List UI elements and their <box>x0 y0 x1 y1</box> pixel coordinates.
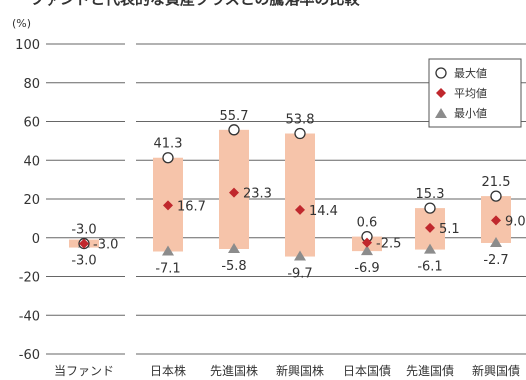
min-value-label: -7.1 <box>155 262 180 277</box>
min-value-label: -2.7 <box>483 253 508 268</box>
max-marker <box>228 124 240 136</box>
max-value-label: -3.0 <box>71 223 96 238</box>
category-label: 当ファンド <box>54 364 114 378</box>
max-marker <box>162 152 174 164</box>
avg-value-label: 16.7 <box>177 199 206 214</box>
min-value-label: -6.1 <box>417 260 442 275</box>
data-labels: -3.0-3.0-3.041.316.7-7.155.723.3-5.853.8… <box>71 109 525 282</box>
category-label: 先進国債 <box>406 363 454 378</box>
avg-marker <box>425 222 435 233</box>
legend-avg-label: 平均値 <box>454 87 487 100</box>
legend-max-label: 最大値 <box>454 66 487 80</box>
min-marker <box>294 250 306 261</box>
chart-title: ファンドと代表的な資産クラスとの騰落率の比較 <box>30 0 361 8</box>
min-marker <box>162 245 174 256</box>
legend-min-label: 最小値 <box>454 107 487 120</box>
range-bars <box>69 124 511 261</box>
avg-marker <box>163 200 173 211</box>
max-value-label: 55.7 <box>220 109 249 124</box>
min-value-label: -5.8 <box>221 259 246 274</box>
category-label: 先進国株 <box>210 363 258 378</box>
max-value-label: 15.3 <box>416 187 445 202</box>
category-label: 新興国債 <box>472 363 520 378</box>
min-value-label: -9.7 <box>287 267 312 282</box>
avg-value-label: 23.3 <box>243 187 272 202</box>
y-tick-label: 40 <box>23 154 40 169</box>
min-marker <box>361 245 373 256</box>
avg-value-label: -2.5 <box>376 237 401 252</box>
max-value-label: 0.6 <box>357 216 378 231</box>
y-axis-ticks: 100 80 60 40 20 0 -20 -40 -60 <box>15 38 40 363</box>
y-tick-label: 100 <box>15 38 40 53</box>
avg-marker <box>362 237 372 248</box>
avg-marker <box>295 204 305 215</box>
max-marker <box>294 127 306 140</box>
avg-marker <box>491 215 501 226</box>
y-tick-label: -20 <box>19 271 40 286</box>
category-labels: 当ファンド 日本株 先進国株 新興国株 日本国債 先進国債 新興国債 <box>54 363 520 378</box>
max-marker <box>424 202 436 214</box>
avg-marker <box>79 238 89 249</box>
y-tick-label: 60 <box>23 116 40 131</box>
legend-avg-marker <box>436 88 446 98</box>
max-marker <box>490 190 502 202</box>
avg-value-label: 14.4 <box>309 204 338 219</box>
min-value-label: -3.0 <box>71 254 96 269</box>
category-label: 日本株 <box>150 363 186 378</box>
y-tick-label: 80 <box>23 77 40 92</box>
avg-marker <box>229 187 239 198</box>
y-tick-label: 0 <box>32 232 40 247</box>
avg-value-label: -3.0 <box>93 238 118 253</box>
y-tick-label: 20 <box>23 193 40 208</box>
legend: 最大値 平均値 最小値 <box>428 58 522 128</box>
category-label: 日本国債 <box>343 363 391 378</box>
max-value-label: 53.8 <box>286 113 315 128</box>
min-marker <box>228 242 240 253</box>
y-tick-label: -60 <box>19 348 40 363</box>
category-label: 新興国株 <box>276 363 324 378</box>
min-marker <box>424 243 436 254</box>
legend-min-marker <box>435 108 447 118</box>
max-value-label: 21.5 <box>482 175 511 190</box>
max-value-label: 41.3 <box>154 137 183 152</box>
min-value-label: -6.9 <box>354 261 379 276</box>
min-marker <box>490 236 502 247</box>
avg-value-label: 9.0 <box>505 214 526 229</box>
legend-max-marker <box>435 67 447 79</box>
range-bar <box>285 133 315 257</box>
y-axis-unit: (%) <box>12 17 31 30</box>
avg-value-label: 5.1 <box>439 222 460 237</box>
gridlines <box>46 43 526 355</box>
y-tick-label: -40 <box>19 309 40 324</box>
